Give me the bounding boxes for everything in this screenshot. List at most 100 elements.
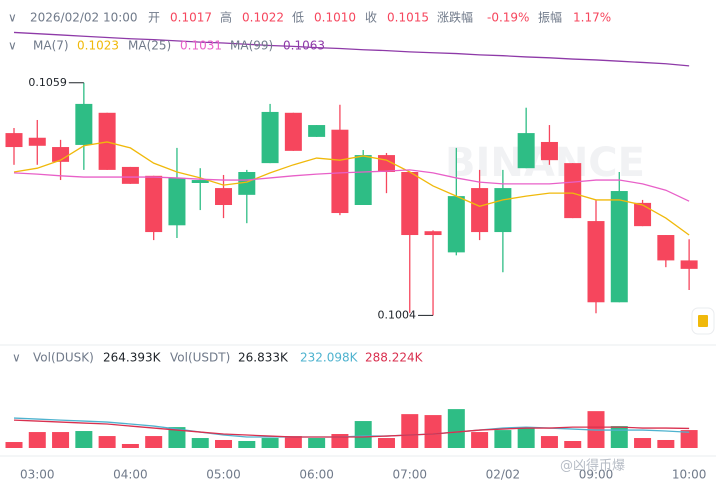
volume-bar — [191, 438, 209, 448]
candle-body — [564, 163, 582, 219]
volume-bar — [238, 441, 256, 448]
volume-bar — [98, 436, 116, 448]
candle-body — [284, 112, 302, 151]
collapse-icon[interactable]: ∨ — [8, 11, 17, 25]
candle-body — [401, 172, 419, 236]
legend-value: 0.1031 — [180, 39, 222, 53]
tool-icon — [698, 315, 708, 327]
legend-value: 288.224K — [365, 351, 424, 365]
field-name: 收 — [365, 11, 377, 25]
x-tick-label: 04:00 — [113, 468, 148, 482]
volume-bar — [540, 436, 558, 448]
collapse-icon[interactable]: ∨ — [12, 351, 21, 365]
field-value: -0.19% — [487, 11, 529, 25]
field-name: 开 — [148, 11, 160, 25]
candle-body — [215, 188, 233, 205]
volume-bar — [634, 438, 652, 448]
header: ∨ 2026/02/02 10:00 开 0.1017 高 0.1022 低 0… — [8, 10, 611, 365]
legend-value: 232.098K — [300, 351, 359, 365]
ma-line — [13, 141, 690, 236]
x-tick-label: 02/02 — [486, 468, 521, 482]
volume-bar — [308, 438, 326, 448]
volume-bar — [401, 414, 419, 448]
field-value: 1.17% — [573, 11, 611, 25]
candle-body — [471, 188, 489, 233]
legend-name: MA(7) — [33, 39, 69, 53]
volume-bar — [121, 443, 139, 448]
candle-body — [354, 155, 372, 205]
field-value: 0.1015 — [387, 11, 429, 25]
volume-bar — [28, 432, 46, 448]
candle-body — [540, 141, 558, 161]
volume-bar — [517, 428, 535, 448]
volume-bar — [447, 409, 465, 448]
x-tick-label: 03:00 — [20, 468, 55, 482]
x-tick-label: 09:00 — [579, 468, 614, 482]
x-tick-label: 06:00 — [299, 468, 334, 482]
volume-bar — [261, 438, 279, 448]
volume-bar — [494, 430, 512, 448]
source-watermark: @凶得币爆 — [560, 458, 625, 474]
volume-bar — [52, 432, 70, 448]
candle-body — [610, 191, 628, 303]
extreme-label: 0.1004 — [378, 308, 417, 321]
legend-value: 0.1063 — [283, 39, 325, 53]
volume-bar — [471, 432, 489, 448]
volume-bar — [145, 436, 163, 448]
volume-bar — [564, 441, 582, 448]
candle-body — [494, 188, 512, 233]
extreme-label: 0.1059 — [28, 76, 67, 89]
field-value: 0.1022 — [242, 11, 284, 25]
volume-bar — [354, 421, 372, 448]
legend-name: MA(99) — [230, 39, 273, 53]
volume-bar — [610, 426, 628, 448]
candle-body — [238, 172, 256, 195]
volume-bar — [284, 436, 302, 448]
volume-ma-line — [13, 419, 690, 438]
legend-value: 264.393K — [103, 351, 162, 365]
legend-value: 26.833K — [238, 351, 289, 365]
candle-body — [191, 180, 209, 184]
time: 2026/02/02 10:00 — [30, 11, 138, 25]
candle-body — [261, 111, 279, 164]
candle-body — [28, 137, 46, 146]
candle-body — [424, 231, 442, 236]
candle-body — [331, 129, 349, 214]
candle-body — [517, 133, 535, 169]
legend-value: 0.1023 — [77, 39, 119, 53]
ma-line — [13, 31, 690, 67]
candle-body — [587, 221, 605, 303]
volume-bar — [657, 439, 675, 448]
candle-body — [680, 260, 698, 269]
candle-body — [145, 175, 163, 233]
legend-name: MA(25) — [128, 39, 171, 53]
volume-bar — [377, 438, 395, 448]
field-name: 低 — [292, 11, 304, 25]
ma-line — [13, 169, 690, 202]
candle-body — [5, 133, 23, 148]
candle-body — [634, 202, 652, 227]
x-tick-label: 05:00 — [206, 468, 241, 482]
collapse-icon[interactable]: ∨ — [8, 39, 17, 53]
field-value: 0.1017 — [170, 11, 212, 25]
field-name: 高 — [220, 10, 232, 25]
volume-bar — [5, 442, 23, 448]
candle-body — [168, 177, 186, 226]
candle-body — [75, 103, 93, 145]
legend-name: Vol(USDT) — [170, 351, 230, 365]
candle-body — [447, 196, 465, 253]
field-name: 涨跌幅 — [437, 10, 473, 25]
candle-body — [657, 235, 675, 261]
field-value: 0.1010 — [314, 11, 356, 25]
field-name: 振幅 — [538, 10, 562, 25]
x-tick-label: 10:00 — [672, 468, 707, 482]
volume-bar — [680, 430, 698, 448]
volume-bar — [215, 439, 233, 448]
legend-name: Vol(DUSK) — [33, 351, 94, 365]
volume-bar — [424, 415, 442, 448]
candle-body — [308, 125, 326, 137]
volume-bar — [75, 431, 93, 448]
x-tick-label: 07:00 — [392, 468, 427, 482]
